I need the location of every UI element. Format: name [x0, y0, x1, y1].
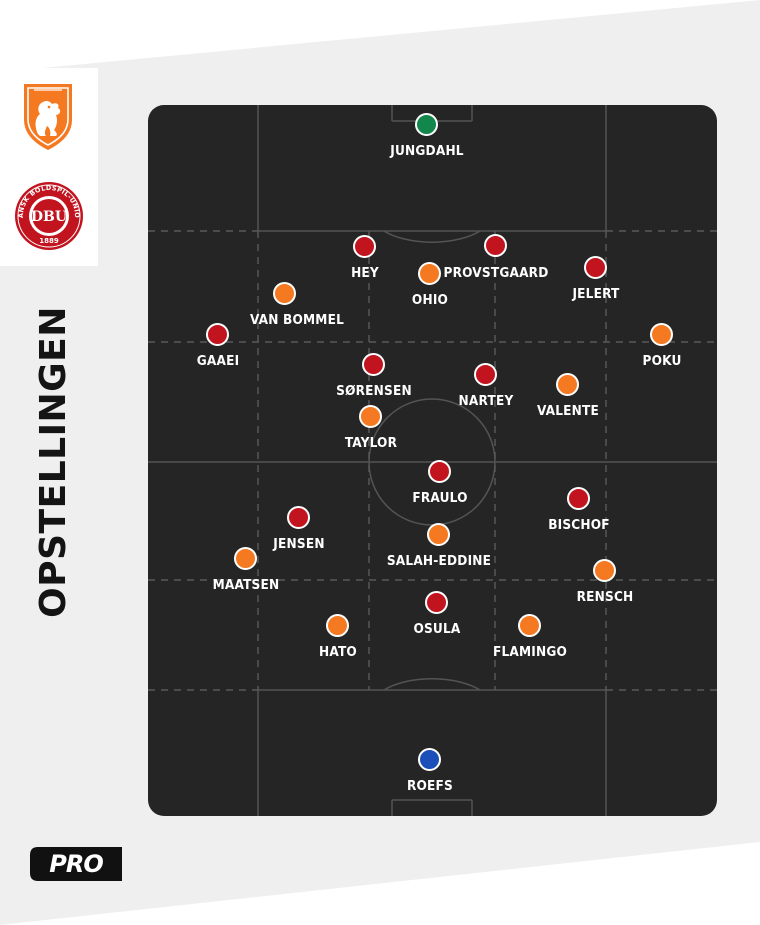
player-name: ROEFS [406, 778, 454, 794]
player-name: JENSEN [273, 536, 325, 552]
player-marker [567, 487, 590, 510]
player-marker [415, 113, 438, 136]
player-marker [353, 235, 376, 258]
player-name: VAN BOMMEL [249, 312, 345, 328]
player-name: HATO [319, 644, 357, 660]
knvb-lion-crest-icon [24, 84, 72, 150]
player-name: FLAMINGO [492, 644, 568, 660]
player-name: FRAULO [412, 490, 468, 506]
player-name: BISCHOF [548, 517, 610, 533]
side-title: OPSTELLINGEN [33, 306, 74, 618]
player-marker [556, 373, 579, 396]
player-marker [474, 363, 497, 386]
player-marker [418, 262, 441, 285]
player-marker [593, 559, 616, 582]
pro-logo-badge-icon [30, 847, 122, 881]
player-name: HEY [351, 265, 379, 281]
player-marker [234, 547, 257, 570]
player-name: GAAEI [196, 353, 240, 369]
dbu-crest-year: 1889 [39, 237, 59, 245]
player-marker [359, 405, 382, 428]
player-name: JELERT [572, 286, 620, 302]
player-name: OHIO [411, 292, 449, 308]
player-name: NARTEY [458, 393, 514, 409]
player-name: JUNGDAHL [390, 143, 464, 159]
pro-logo: PRO [30, 847, 122, 881]
player-marker [273, 282, 296, 305]
player-marker [484, 234, 507, 257]
player-name: RENSCH [576, 589, 634, 605]
pitch-markings [148, 105, 717, 816]
player-marker [427, 523, 450, 546]
player-marker [287, 506, 310, 529]
player-marker [425, 591, 448, 614]
player-name: SØRENSEN [336, 383, 412, 399]
player-marker [518, 614, 541, 637]
player-name: PROVSTGAARD [443, 265, 549, 281]
player-marker [206, 323, 229, 346]
pro-logo-text: PRO [49, 850, 103, 878]
player-marker [650, 323, 673, 346]
player-marker [428, 460, 451, 483]
player-name: TAYLOR [344, 435, 398, 451]
player-marker [418, 748, 441, 771]
crest-panel: DBU DANSK BOLDSPIL-UNION 1889 [0, 68, 98, 266]
dbu-crest-icon: DBU DANSK BOLDSPIL-UNION 1889 [13, 180, 83, 250]
player-name: VALENTE [536, 403, 600, 419]
player-name: POKU [642, 353, 682, 369]
football-pitch: JUNGDAHL HEY PROVSTGAARD JELERT OHIO VAN… [148, 105, 717, 816]
player-marker [584, 256, 607, 279]
player-name: MAATSEN [212, 577, 280, 593]
dbu-crest-letters: DBU [31, 209, 67, 225]
player-name: SALAH-EDDINE [386, 553, 492, 569]
player-name: OSULA [413, 621, 461, 637]
player-marker [326, 614, 349, 637]
player-marker [362, 353, 385, 376]
